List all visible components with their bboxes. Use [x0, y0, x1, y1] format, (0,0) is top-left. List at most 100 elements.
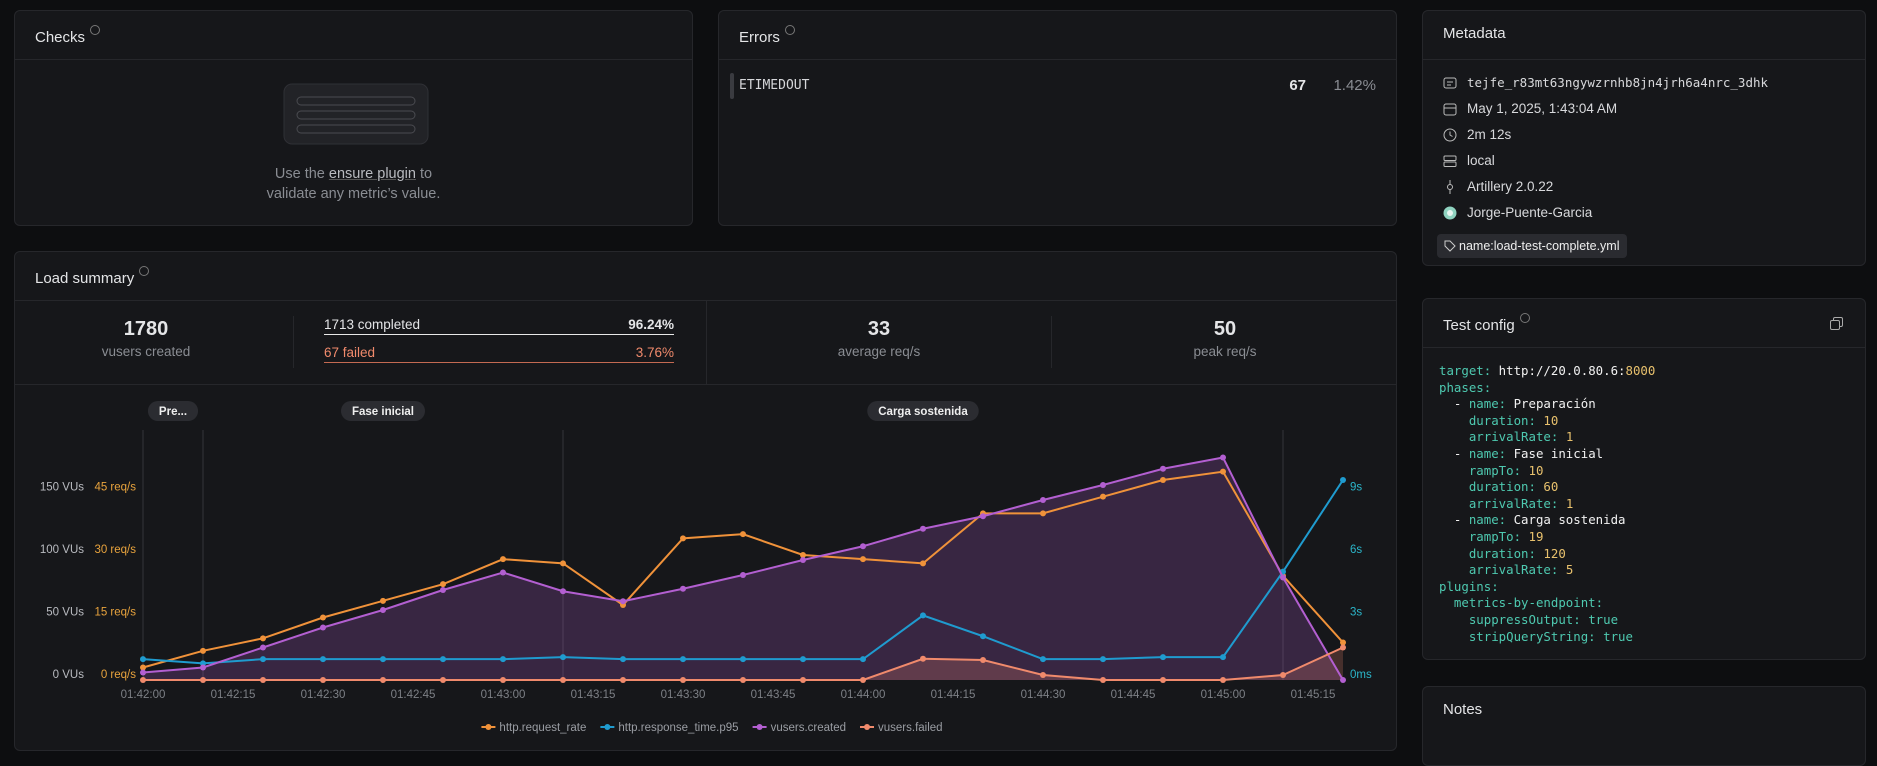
data-point	[560, 654, 566, 661]
divider	[706, 300, 707, 384]
code-token: -	[1453, 512, 1462, 528]
divider	[15, 300, 1396, 301]
legend-dot	[864, 724, 871, 730]
code-token: rampTo:	[1468, 462, 1522, 478]
y-tick-label: 0 VUs	[53, 669, 85, 681]
data-point	[920, 655, 926, 662]
data-point	[140, 669, 146, 676]
error-code: ETIMEDOUT	[739, 78, 810, 93]
phase-pill	[147, 401, 199, 421]
icon	[1443, 77, 1457, 88]
code-token: Fase inicial	[1513, 445, 1604, 461]
code-token: 5	[1565, 562, 1574, 578]
data-point	[1040, 656, 1046, 663]
y-tick-label: 9s	[1350, 482, 1362, 494]
data-point	[740, 572, 746, 578]
avatar	[1443, 206, 1457, 219]
data-point	[740, 677, 746, 683]
data-point	[1220, 654, 1226, 661]
legend-label: http.request_rate	[499, 722, 586, 734]
help-icon[interactable]	[139, 266, 150, 276]
code-line: metrics-by-endpoint:	[1439, 595, 1655, 612]
help-icon[interactable]	[1519, 313, 1530, 323]
help-icon[interactable]	[90, 25, 101, 35]
code-line: rampTo: 10	[1439, 463, 1655, 480]
panel-title: Notes	[1443, 701, 1483, 718]
x-tick-label: 01:43:15	[571, 689, 616, 701]
code-line: arrivalRate: 1	[1439, 429, 1655, 446]
error-count: 67	[1289, 77, 1306, 94]
legend-label: vusers.failed	[878, 722, 943, 734]
data-point	[200, 677, 206, 683]
data-point	[1280, 574, 1286, 581]
tag-chip[interactable]: name:load-test-complete.yml	[1437, 234, 1628, 258]
code-token: arrivalRate:	[1468, 562, 1559, 578]
title-text: Errors	[739, 29, 780, 46]
body: Checks Use the ensure plugin to validate…	[14, 10, 1866, 766]
data-point	[680, 677, 686, 683]
code-line: suppressOutput: true	[1439, 612, 1655, 629]
phase-pill	[340, 401, 426, 421]
row	[296, 124, 416, 134]
x-tick-label: 01:44:00	[841, 689, 886, 701]
data-point	[1040, 672, 1046, 678]
code-token: arrivalRate:	[1468, 429, 1559, 445]
code-line: rampTo: 19	[1439, 529, 1655, 546]
x-tick-label: 01:43:30	[661, 689, 706, 701]
x-tick-label: 01:43:00	[481, 689, 526, 701]
y-tick-label: 100 VUs	[40, 544, 84, 556]
code-token: 10	[1528, 462, 1544, 478]
data-point	[140, 656, 146, 663]
copy-button[interactable]	[1830, 317, 1843, 330]
load-chart: 0 VUs 50 VUs 100 VUs 150 VUs 0 req/s 15 req/s…	[40, 401, 1372, 734]
data-point	[260, 677, 266, 683]
stat-value: 50	[1213, 318, 1237, 340]
data-point	[320, 624, 326, 631]
data-point	[740, 656, 746, 663]
data-point	[440, 581, 446, 588]
metadata-panel: Metadata tejfe_r83mt63ngywzrnhb8jn4jrh6a…	[1422, 10, 1866, 266]
data-point	[800, 557, 806, 563]
checks-panel: Checks Use the ensure plugin to validate…	[14, 10, 693, 226]
code-token: 1	[1565, 495, 1574, 511]
meta-date: May 1, 2025, 1:43:04 AM	[1443, 101, 1617, 116]
x-tick-label: 01:44:15	[931, 689, 976, 701]
phase-label: Carga sostenida	[878, 406, 968, 418]
text: to	[415, 166, 433, 182]
tag-text: name:load-test-complete.yml	[1459, 239, 1620, 253]
code-line: target: http://20.0.80.6:8000	[1439, 363, 1655, 380]
stat-value: 1780	[123, 318, 169, 340]
data-point	[200, 664, 206, 671]
divider	[15, 384, 1396, 385]
divider	[1423, 59, 1865, 60]
code-token: stripQueryString:	[1468, 628, 1596, 644]
x-tick-label: 01:45:15	[1291, 689, 1336, 701]
data-point	[140, 677, 146, 683]
data-point	[500, 569, 506, 576]
x-tick-label: 01:43:45	[751, 689, 796, 701]
y-tick-label: 3s	[1350, 607, 1362, 619]
help-icon[interactable]	[784, 25, 795, 35]
divider	[719, 59, 1396, 60]
stat-value: 96.24%	[628, 317, 674, 332]
data-point	[1340, 644, 1346, 651]
data-point	[500, 656, 506, 663]
panel-title: Test config	[1443, 313, 1530, 334]
data-point	[980, 513, 986, 520]
data-point	[140, 664, 146, 671]
data-point	[1160, 465, 1166, 472]
meta-text: May 1, 2025, 1:43:04 AM	[1467, 101, 1618, 116]
meta-environment: local	[1443, 153, 1495, 168]
code-token: -	[1453, 445, 1462, 461]
code-token: -	[1453, 396, 1462, 412]
stat-average: 33 average req/s	[706, 318, 1052, 359]
meta-text: tejfe_r83mt63ngywzrnhb8jn4jrh6a4nrc_3dhk	[1467, 75, 1769, 90]
title-text: Checks	[35, 29, 86, 46]
code-token: target:	[1439, 363, 1492, 378]
data-point	[500, 556, 506, 563]
link[interactable]: ensure plugin	[328, 166, 416, 182]
data-point	[860, 677, 866, 683]
stat-label: vusers created	[101, 344, 191, 359]
stat-completed: 1713 completed 96.24% 67 failed 3.76%	[324, 317, 674, 363]
code-token: name:	[1468, 445, 1507, 461]
